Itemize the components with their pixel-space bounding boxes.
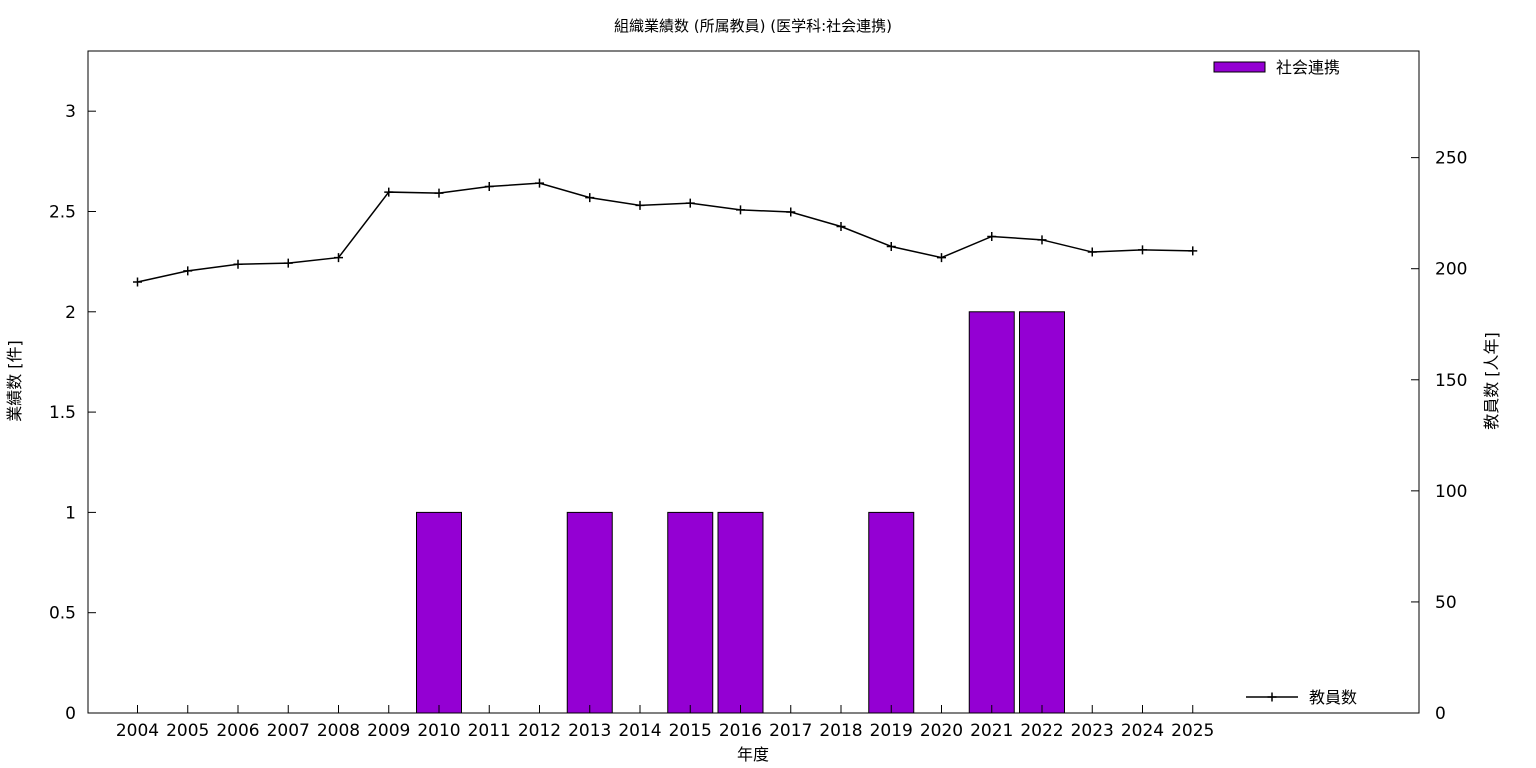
point-2015 — [685, 198, 695, 208]
x-tick-label-2018: 2018 — [819, 721, 862, 741]
series-line-faculty — [137, 182, 1193, 283]
y-tick-label-4: 2 — [65, 303, 76, 323]
x-tick-label-2025: 2025 — [1171, 721, 1214, 741]
legend-swatch-social — [1213, 61, 1266, 73]
x-tick-label-2006: 2006 — [216, 721, 259, 741]
x-tick-label-2022: 2022 — [1020, 721, 1063, 741]
bar-2022 — [1019, 311, 1065, 714]
y-tick-label-1: 0.5 — [49, 604, 76, 624]
y-tick-label-3: 1.5 — [49, 403, 76, 423]
point-2011 — [484, 182, 494, 192]
point-2021 — [987, 231, 997, 241]
bar-2010 — [416, 511, 462, 714]
axis-ticks: 0 0.5 1 1.5 2 2.5 3 0 50 100 150 200 250 2004 2005 2006… — [49, 102, 1468, 741]
point-2013 — [585, 193, 595, 203]
point-2018 — [836, 221, 846, 231]
point-2014 — [635, 200, 645, 210]
bar-2019 — [868, 511, 915, 714]
y-tick-label-6: 3 — [65, 102, 76, 122]
x-tick-label-2014: 2014 — [618, 721, 661, 741]
point-2004 — [133, 277, 142, 287]
point-2012 — [535, 178, 544, 188]
x-tick-label-2017: 2017 — [769, 721, 812, 741]
chart-title: 組織業績数 (所属教員) (医学科:社会連携) — [614, 17, 892, 35]
point-2009 — [384, 187, 394, 197]
point-2007 — [283, 258, 293, 268]
y-axis-label: 業績数 [件] — [5, 340, 24, 422]
x-tick-label-2005: 2005 — [166, 721, 209, 741]
point-2023 — [1087, 247, 1097, 257]
bar-2016 — [717, 511, 764, 714]
y-tick-label-5: 2.5 — [49, 202, 76, 222]
point-2020 — [937, 253, 946, 263]
y-tick-label-2: 1 — [65, 503, 76, 523]
y2-axis-label: 教員数 [人年] — [1482, 332, 1501, 430]
y2-tick-label-2: 100 — [1435, 482, 1467, 502]
x-tick-label-2019: 2019 — [870, 721, 913, 741]
plot-area — [133, 178, 1198, 714]
point-2017 — [786, 207, 796, 217]
point-2022 — [1037, 235, 1047, 245]
x-tick-label-2011: 2011 — [468, 721, 511, 741]
bar-2015 — [667, 511, 714, 714]
x-tick-label-2021: 2021 — [970, 721, 1013, 741]
y2-tick-label-1: 50 — [1435, 593, 1457, 613]
point-2008 — [334, 253, 343, 263]
point-2005 — [183, 266, 193, 276]
point-2025 — [1188, 246, 1198, 256]
x-tick-label-2010: 2010 — [417, 721, 460, 741]
x-axis-label: 年度 — [737, 745, 769, 764]
y2-tick-label-3: 150 — [1435, 371, 1467, 391]
x-tick-label-2009: 2009 — [367, 721, 410, 741]
plot-frame — [87, 50, 1420, 714]
y2-tick-label-4: 200 — [1435, 260, 1467, 280]
x-tick-label-2015: 2015 — [669, 721, 712, 741]
legend-marker-faculty — [1267, 692, 1277, 702]
legend-label-faculty: 教員数 — [1309, 688, 1357, 707]
x-tick-label-2016: 2016 — [719, 721, 762, 741]
point-2024 — [1138, 245, 1147, 255]
x-tick-label-2024: 2024 — [1121, 721, 1164, 741]
x-tick-label-2004: 2004 — [116, 721, 159, 741]
y2-tick-label-5: 250 — [1435, 149, 1467, 169]
x-tick-label-2013: 2013 — [568, 721, 611, 741]
bar-2021 — [968, 311, 1015, 714]
y2-tick-label-0: 0 — [1435, 704, 1446, 724]
x-tick-label-2012: 2012 — [518, 721, 561, 741]
point-2016 — [736, 205, 745, 215]
x-tick-label-2023: 2023 — [1071, 721, 1114, 741]
bar-2013 — [566, 511, 613, 714]
x-tick-label-2020: 2020 — [920, 721, 963, 741]
point-2019 — [886, 241, 896, 251]
legend-label-social: 社会連携 — [1276, 58, 1340, 77]
x-tick-label-2007: 2007 — [267, 721, 310, 741]
y-tick-label-0: 0 — [65, 704, 76, 724]
point-2010 — [434, 188, 444, 198]
point-2006 — [233, 259, 243, 269]
x-tick-label-2008: 2008 — [317, 721, 360, 741]
